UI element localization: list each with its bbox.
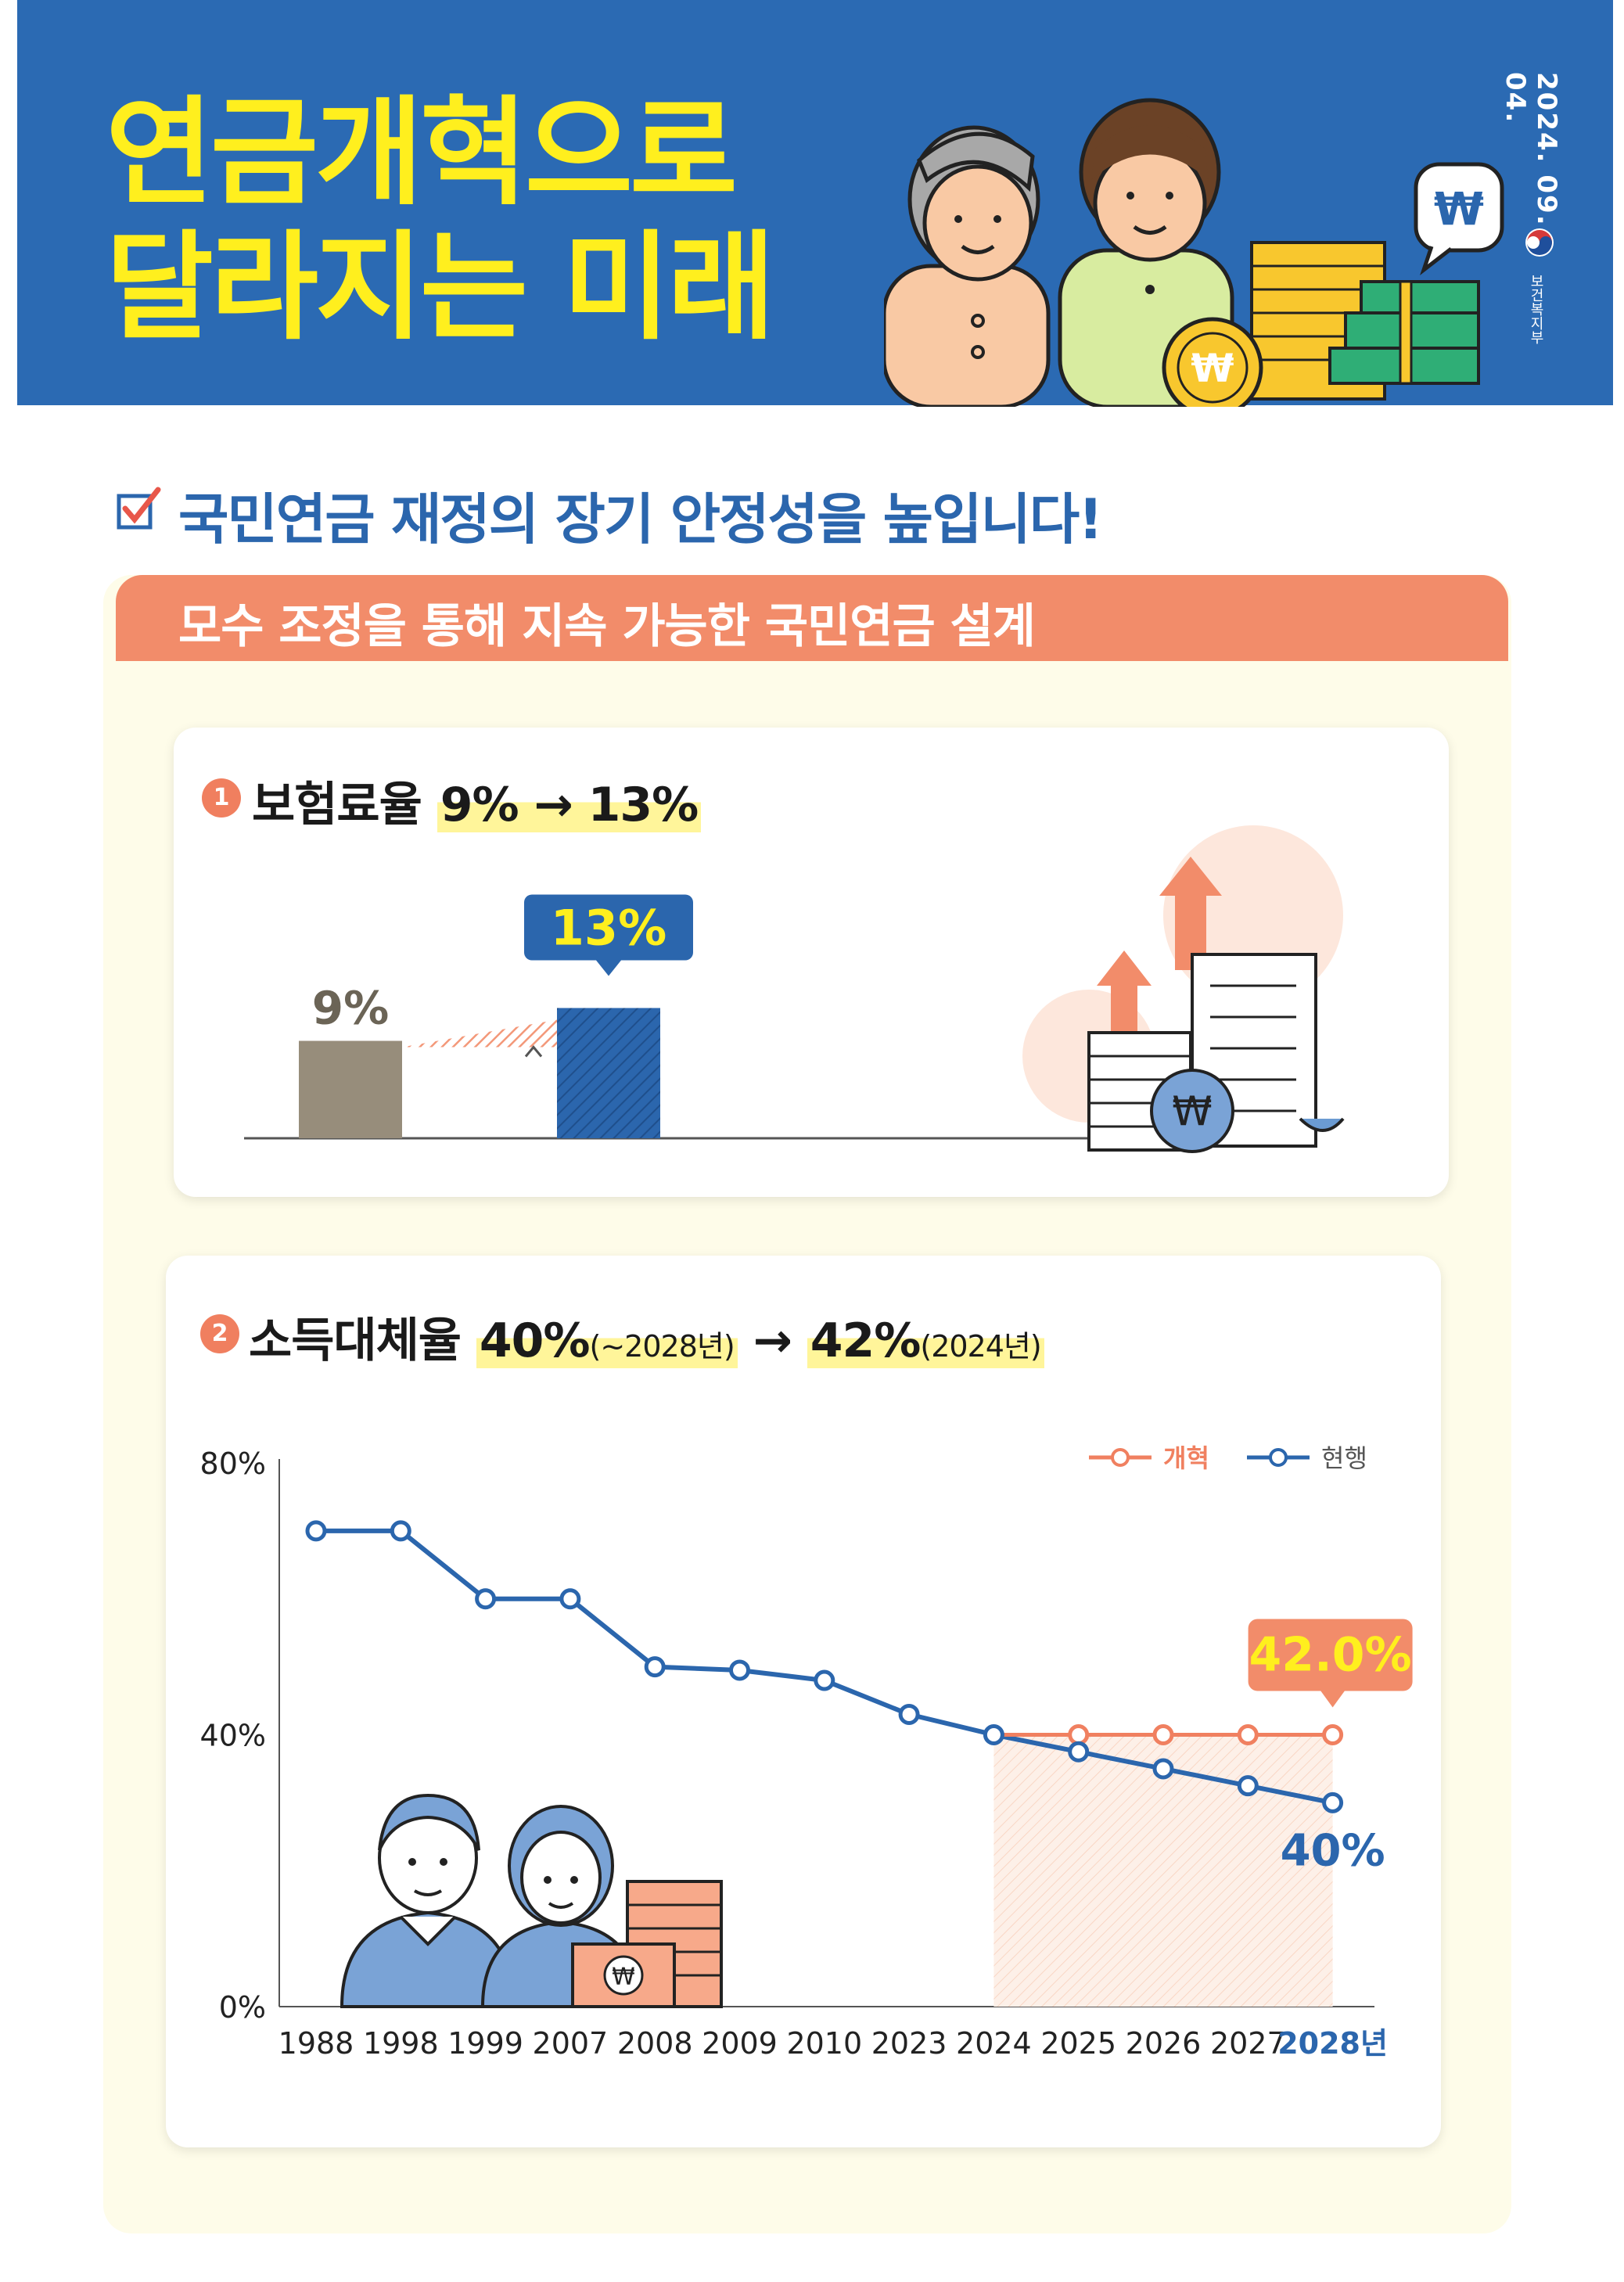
x-tick-label: 2009	[702, 2026, 778, 2061]
x-tick-label: 2010	[786, 2026, 862, 2061]
bar-label-2: 13%	[551, 900, 666, 957]
point-current	[729, 1659, 750, 1681]
section1-change: 9% → 13%	[437, 778, 702, 832]
point-current	[1237, 1775, 1259, 1797]
bar-label-2-badge	[524, 894, 693, 961]
growth-documents-icon: ₩	[1022, 825, 1345, 1153]
point-current	[898, 1703, 920, 1725]
ministry-name: 보건복지부	[1528, 274, 1544, 344]
x-tick-label: 1998	[363, 2026, 439, 2061]
people-illustration: ₩	[340, 1793, 723, 2008]
grandmother-icon	[884, 125, 1051, 407]
point-current	[644, 1656, 666, 1678]
legend-label: 현행	[1321, 1443, 1367, 1473]
section2-to-group: 42%(2024년)	[807, 1313, 1044, 1368]
point-reform	[1237, 1724, 1259, 1745]
page-title: 연금개혁으로 달라지는 미래	[106, 85, 775, 356]
annotation-reform: 42.0%	[1249, 1628, 1412, 1683]
cash-bundle-icon	[1328, 280, 1480, 385]
section2-to-note: (2024년)	[920, 1329, 1041, 1364]
up-arrow-icon	[524, 1045, 543, 1058]
point-current	[475, 1588, 497, 1610]
elderly-man-icon	[340, 1793, 516, 2008]
section2-label: 소득대체율	[249, 1313, 462, 1368]
bar-2	[557, 1008, 660, 1138]
section1-title: 보험료율 9% → 13%	[252, 767, 702, 835]
section1-label: 보험료율	[252, 778, 422, 832]
point-current	[1152, 1758, 1174, 1780]
point-current	[1322, 1791, 1344, 1813]
x-tick-label: 2025	[1040, 2026, 1116, 2061]
section2-from: 40%	[479, 1313, 591, 1368]
speech-bubble-icon: ₩	[1414, 162, 1504, 275]
point-current	[305, 1520, 327, 1542]
bar-1	[299, 1040, 402, 1138]
money-stack-icon: ₩	[571, 1880, 723, 2008]
section-headline: 국민연금 재정의 장기 안정성을 높입니다!	[178, 487, 1103, 552]
header-illustration: ₩ ₩	[884, 98, 1504, 407]
point-current	[983, 1724, 1004, 1745]
elderly-woman-icon	[480, 1805, 641, 2008]
point-reform	[1152, 1724, 1174, 1745]
point-current	[390, 1520, 411, 1542]
section2-from-group: 40%(~2028년)	[476, 1313, 738, 1368]
section2-to: 42%	[810, 1313, 922, 1368]
replacement-rate-chart: 80% 40% 0% 1988 1998 1999 2007 2008 2009 2010 2023…	[200, 1443, 1413, 2061]
section1-number: 1	[202, 778, 241, 818]
legend-label: 개혁	[1163, 1443, 1209, 1473]
panel-banner	[116, 575, 1508, 661]
bar-label-1: 9%	[312, 982, 389, 1035]
bar-label-2-pointer	[596, 960, 621, 976]
x-tick-label: 2024	[956, 2026, 1032, 2061]
x-tick-label: 1999	[447, 2026, 523, 2061]
ministry-logo-icon	[1525, 228, 1554, 257]
transition-wedge	[402, 1019, 557, 1048]
x-tick-label: 2027	[1210, 2026, 1286, 2061]
x-tick-label: 2007	[533, 2026, 609, 2061]
svg-text:₩: ₩	[612, 1964, 635, 1991]
annotation-reform-badge	[1248, 1619, 1413, 1691]
annotation-reform-pointer	[1320, 1690, 1346, 1708]
legend-marker	[1111, 1448, 1130, 1467]
x-tick-label: 2008	[617, 2026, 693, 2061]
panel-banner-text: 모수 조정을 통해 지속 가능한 국민연금 설계	[178, 599, 1036, 654]
point-reform	[1068, 1724, 1090, 1745]
x-tick-label: 1988	[278, 2026, 354, 2061]
section2-arrow: →	[753, 1313, 792, 1368]
svg-text:₩: ₩	[1191, 346, 1234, 391]
publish-date: 2024. 09. 04.	[1500, 72, 1562, 227]
point-current	[814, 1669, 835, 1691]
x-tick-label: 2026	[1126, 2026, 1202, 2061]
legend-marker	[1269, 1448, 1288, 1467]
section2-from-note: (~2028년)	[589, 1329, 735, 1364]
y-tick-label: 80%	[200, 1446, 266, 1481]
won-symbol: ₩	[1434, 182, 1484, 235]
section2-number: 2	[200, 1314, 239, 1353]
point-current	[559, 1588, 581, 1610]
svg-text:₩: ₩	[1172, 1088, 1212, 1135]
checkbox-icon	[117, 487, 161, 530]
point-reform	[1322, 1724, 1344, 1745]
annotation-current: 40%	[1281, 1825, 1385, 1876]
section2-title: 소득대체율 40%(~2028년) → 42%(2024년)	[249, 1303, 1044, 1371]
x-tick-label: 2028년	[1277, 2026, 1388, 2061]
y-tick-label: 0%	[219, 1990, 266, 2025]
y-tick-label: 40%	[200, 1719, 266, 1753]
x-tick-label: 2023	[871, 2026, 947, 2061]
projection-region	[993, 1734, 1333, 2007]
point-current	[1068, 1741, 1090, 1763]
premium-rate-chart: 9% 13% ₩	[244, 825, 1345, 1153]
